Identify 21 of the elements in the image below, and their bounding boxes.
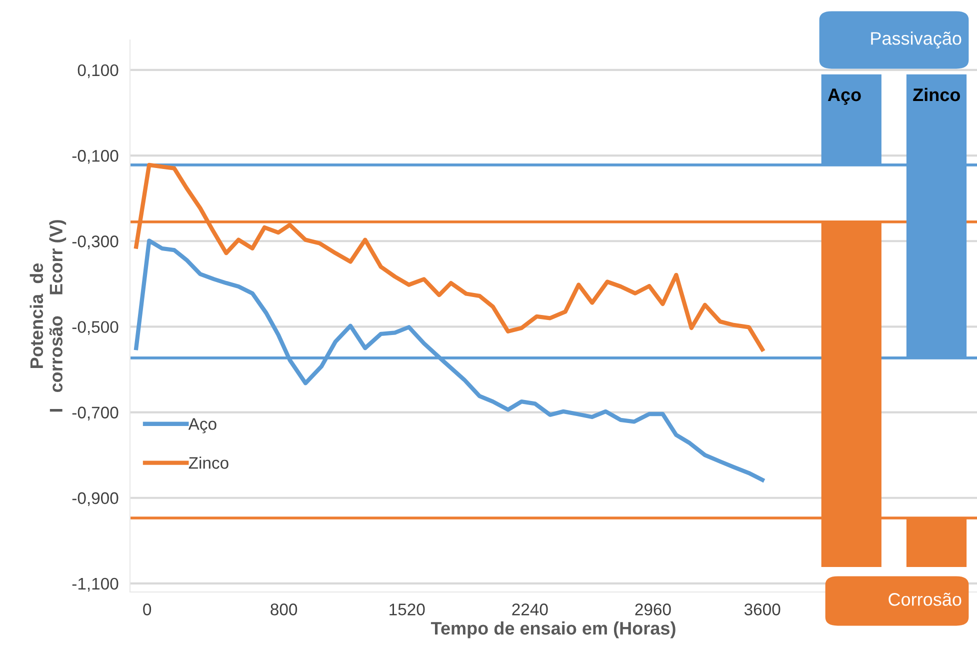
x-tick-label: 2240 — [512, 604, 548, 616]
annotation: Zinco — [913, 88, 960, 102]
y-tick-label: -0,500 — [72, 321, 118, 335]
y-tick-label: -1,100 — [72, 578, 118, 592]
x-axis-title: Tempo de ensaio em (Horas) — [430, 621, 676, 638]
y-tick-label: -0,300 — [72, 236, 118, 250]
series-label: Corrosão — [888, 592, 962, 606]
y-tick-label: 0,100 — [78, 64, 118, 78]
y-tick-label: -0,100 — [72, 150, 118, 164]
x-tick-label: 0 — [143, 604, 152, 616]
x-tick-label: 2960 — [635, 604, 671, 616]
legend-label: Aço — [188, 418, 216, 434]
y-tick-label: -0,700 — [72, 406, 118, 420]
y-axis-title: Potencia de I corrosão Ecorr (V) — [30, 220, 66, 412]
x-tick-label: 800 — [270, 604, 298, 616]
series-label: Passivação — [871, 32, 962, 48]
y-tick-label: -0,900 — [72, 492, 118, 506]
annotation: Aço — [828, 88, 861, 105]
legend-label: Zinco — [188, 456, 228, 469]
x-tick-label: 3600 — [744, 604, 780, 616]
x-tick-label: 1520 — [390, 604, 425, 616]
